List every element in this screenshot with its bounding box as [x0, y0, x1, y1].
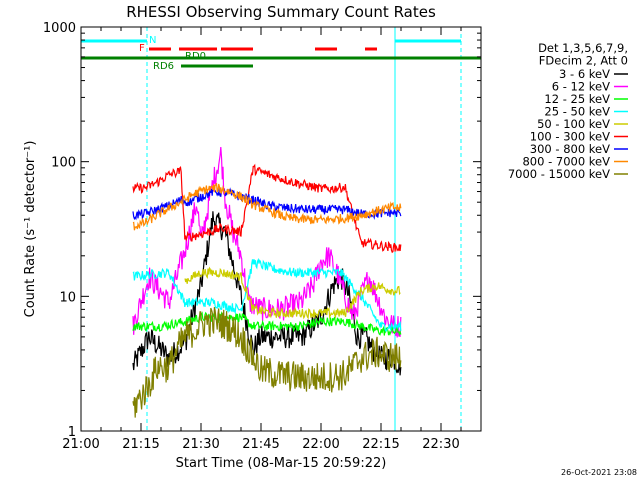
state-bar-label: F — [139, 43, 145, 54]
series-line — [132, 147, 402, 338]
legend-entry-label: 100 - 300 keV — [530, 130, 610, 144]
legend-entry-label: 300 - 800 keV — [530, 142, 610, 156]
x-tick-label: 21:00 — [62, 437, 99, 452]
x-tick-label: 21:15 — [122, 437, 159, 452]
footer-date: 26-Oct-2021 23:08 — [561, 468, 637, 477]
chart-title: RHESSI Observing Summary Count Rates — [126, 3, 436, 21]
x-tick-label: 22:15 — [362, 437, 399, 452]
series-line — [132, 310, 402, 337]
state-bars-layer: NF RD0 RD6 — [81, 35, 481, 72]
series-line — [132, 257, 402, 332]
legend-entry-label: 25 - 50 keV — [544, 105, 610, 119]
state-bar-label: RD6 — [153, 61, 174, 72]
series-line — [132, 163, 402, 254]
legend-entry-label: 50 - 100 keV — [537, 117, 610, 131]
x-axis-label: Start Time (08-Mar-15 20:59:22) — [176, 456, 387, 471]
state-bar-label: RD0 — [185, 51, 206, 62]
legend-entry-label: 12 - 25 keV — [544, 92, 610, 106]
legend-entry-label: 6 - 12 keV — [552, 80, 610, 94]
x-tick-label: 22:30 — [422, 437, 459, 452]
plot-frame — [80, 26, 482, 432]
legend: Det 1,3,5,6,7,9,FDecim 2, Att 03 - 6 keV… — [508, 41, 628, 181]
series-line — [184, 266, 401, 320]
series-line — [132, 306, 402, 418]
x-tick-label: 21:45 — [242, 437, 279, 452]
y-tick-label: 1000 — [43, 21, 76, 36]
legend-entry-label: 3 - 6 keV — [559, 67, 610, 81]
state-bar-label: N — [149, 35, 156, 46]
x-tick-label: 21:30 — [182, 437, 219, 452]
axes-layer: 21:00 21:15 21:30 21:45 22:00 22:15 22:30 1 10 10… — [43, 21, 482, 452]
series-line — [132, 186, 402, 221]
y-tick-label: 10 — [59, 290, 76, 305]
legend-entry-label: 7000 - 15000 keV — [508, 167, 610, 181]
legend-header-line: Det 1,3,5,6,7,9, — [538, 41, 628, 55]
y-axis-label: Count Rate (s⁻¹ detector⁻¹) — [23, 141, 38, 318]
y-tick-label: 100 — [51, 156, 76, 171]
series-line — [132, 183, 402, 231]
x-tick-label: 22:00 — [302, 437, 339, 452]
legend-entry-label: 800 - 7000 keV — [522, 155, 610, 169]
legend-header-line: FDecim 2, Att 0 — [539, 54, 628, 68]
y-tick-label: 1 — [68, 425, 76, 440]
series-layer — [132, 147, 402, 418]
